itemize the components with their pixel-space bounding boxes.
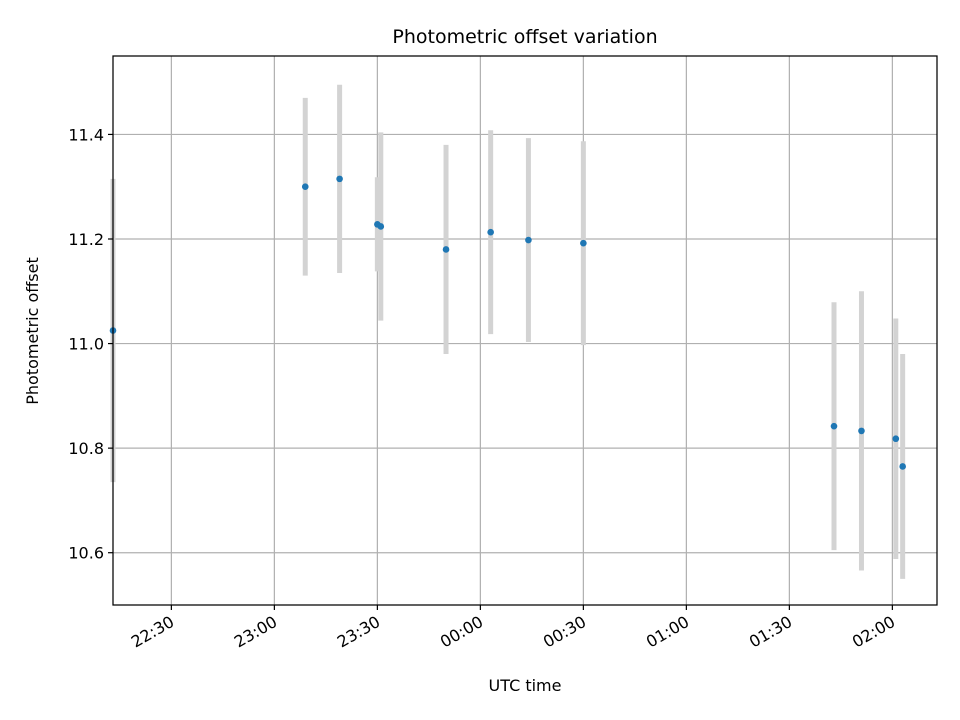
y-tick-label: 11.2 (68, 230, 104, 249)
y-tick-label: 10.8 (68, 439, 104, 458)
y-tick-label: 11.4 (68, 125, 104, 144)
y-axis-ticks: 10.6 10.8 11.0 11.2 11.4 (68, 125, 113, 563)
y-tick-label: 11.0 (68, 335, 104, 354)
data-point (377, 223, 385, 230)
x-axis-title: UTC time (489, 676, 562, 695)
data-point (580, 239, 587, 247)
plot-frame (112, 55, 938, 606)
data-point (336, 175, 343, 183)
data-point (858, 427, 865, 435)
y-tick-label: 10.6 (68, 544, 104, 563)
grid (113, 56, 937, 605)
plot-area (113, 56, 937, 605)
data-point (892, 435, 900, 443)
data-points (109, 175, 906, 470)
chart-title: Photometric offset variation (392, 26, 657, 48)
y-axis-title: Photometric offset (23, 257, 42, 405)
data-point (301, 183, 309, 191)
data-point (830, 422, 838, 430)
data-point (487, 228, 494, 236)
data-point (899, 463, 906, 470)
data-point (525, 236, 532, 244)
data-point (442, 246, 450, 253)
